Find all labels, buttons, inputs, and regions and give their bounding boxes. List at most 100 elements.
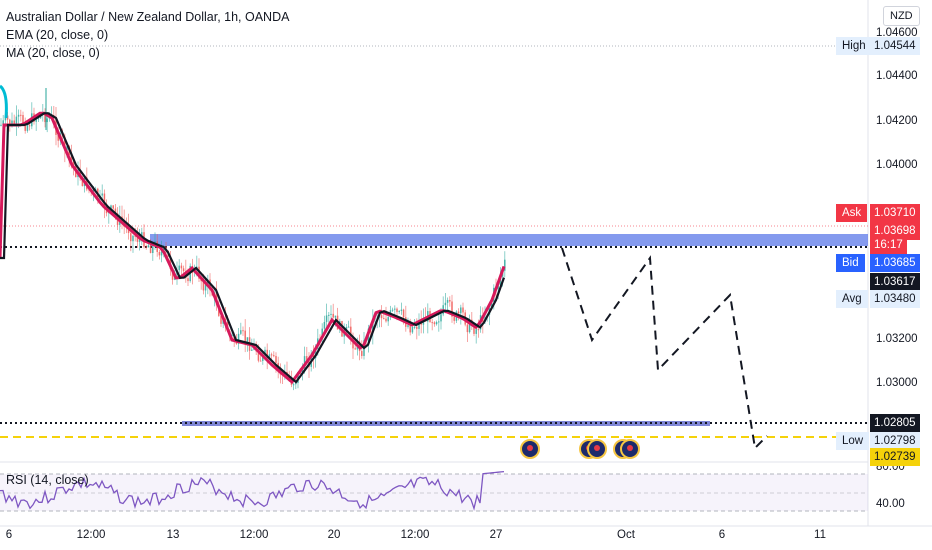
time-tick: 6 [718, 529, 726, 541]
candle-body [347, 326, 350, 328]
candle-body [325, 315, 328, 322]
candle-body [152, 246, 154, 253]
candle-body [26, 125, 29, 131]
candle-body [136, 236, 139, 242]
candle-body [101, 193, 103, 196]
low-value: 1.02798 [870, 432, 920, 450]
high-value: 1.04544 [870, 37, 920, 55]
candle-body [9, 119, 11, 126]
avg-value: 1.03480 [870, 290, 920, 308]
candle-body [160, 251, 163, 256]
support-value: 1.02805 [870, 414, 920, 432]
candle-body [440, 314, 442, 322]
time-tick: 13 [166, 529, 180, 541]
last-price-value: 1.03698 [870, 222, 920, 240]
candle-body [187, 278, 189, 282]
time-tick: 6 [5, 529, 13, 541]
ask-tag: Ask [836, 204, 868, 222]
candle-body [138, 239, 141, 242]
chart-title[interactable]: Australian Dollar / New Zealand Dollar, … [6, 10, 290, 24]
candle-body [387, 317, 389, 322]
candle-body [418, 321, 420, 329]
candle-body [2, 120, 4, 125]
australia-flag-icon[interactable] [587, 439, 607, 459]
candle-body [270, 354, 273, 356]
candle-body [396, 308, 398, 312]
candle-body [453, 316, 455, 321]
price-axis[interactable]: 1.04600 1.04400 1.04200 1.04000 1.03200 … [868, 0, 932, 526]
candle-body [275, 356, 277, 363]
candle-body [28, 125, 31, 127]
candle-body [64, 136, 66, 151]
candle-body [409, 325, 411, 333]
candle-body [468, 319, 471, 333]
candle-body [246, 337, 249, 342]
candle-body [504, 259, 506, 271]
australia-flag-icon[interactable] [620, 439, 640, 459]
candle-body [292, 384, 295, 386]
candle-body [460, 307, 462, 314]
candle-body [103, 193, 106, 208]
candle-body [332, 313, 334, 318]
currency-button[interactable]: NZD [883, 6, 920, 26]
candle-body [435, 322, 438, 325]
candle-body [438, 321, 440, 323]
candle-body [110, 205, 112, 211]
time-tick: 27 [489, 529, 503, 541]
australia-flag-icon[interactable] [520, 439, 540, 459]
candle-body [147, 245, 150, 248]
candle-body [413, 326, 416, 328]
bid-value: 1.03685 [870, 254, 920, 272]
candle-body [231, 335, 233, 337]
candle-body [11, 120, 13, 126]
candle-body [237, 333, 240, 344]
candle-body [15, 116, 18, 125]
resistance-zone[interactable] [150, 234, 868, 246]
ma-legend[interactable]: MA (20, close, 0) [6, 46, 100, 60]
candle-body [171, 269, 174, 280]
candle-body [92, 189, 95, 192]
candle-body [145, 246, 147, 248]
candle-body [134, 235, 136, 237]
candle-body [257, 351, 260, 361]
candle-body [46, 118, 48, 123]
candle-body [251, 349, 253, 351]
candle-body [380, 315, 383, 319]
rsi-line [0, 470, 505, 511]
candle-body [182, 268, 185, 272]
projection-path[interactable] [561, 247, 768, 451]
candle-body [350, 326, 352, 337]
rsi-tick: 40.00 [876, 498, 905, 510]
candle-body [149, 245, 152, 253]
candle-body [490, 301, 493, 308]
candle-body [130, 233, 132, 242]
rsi-legend[interactable]: RSI (14, close) [6, 473, 89, 487]
candle-body [449, 299, 451, 302]
candle-body [330, 313, 332, 315]
candle-body [13, 120, 15, 125]
bid-tag: Bid [836, 254, 865, 272]
candle-body [112, 205, 114, 209]
candle-body [398, 310, 400, 312]
candle-body [114, 208, 117, 214]
candle-body [44, 112, 46, 123]
candle-body [394, 308, 396, 310]
candle-body [345, 327, 348, 331]
candle-body [220, 315, 222, 324]
candle-body [244, 330, 246, 342]
candle-body [323, 321, 326, 329]
candle-body [6, 115, 9, 120]
candle-body [303, 356, 306, 369]
candle-body [264, 349, 266, 355]
candle-body [444, 302, 447, 306]
candle-body [17, 114, 20, 117]
candle-body [402, 309, 405, 318]
candle-body [259, 360, 262, 362]
candle-body [22, 115, 24, 123]
level-value: 1.03617 [870, 273, 920, 291]
ema-legend[interactable]: EMA (20, close, 0) [6, 28, 109, 42]
candle-body [132, 235, 134, 242]
candle-body [242, 330, 244, 332]
price-tick: 1.04400 [876, 70, 918, 82]
